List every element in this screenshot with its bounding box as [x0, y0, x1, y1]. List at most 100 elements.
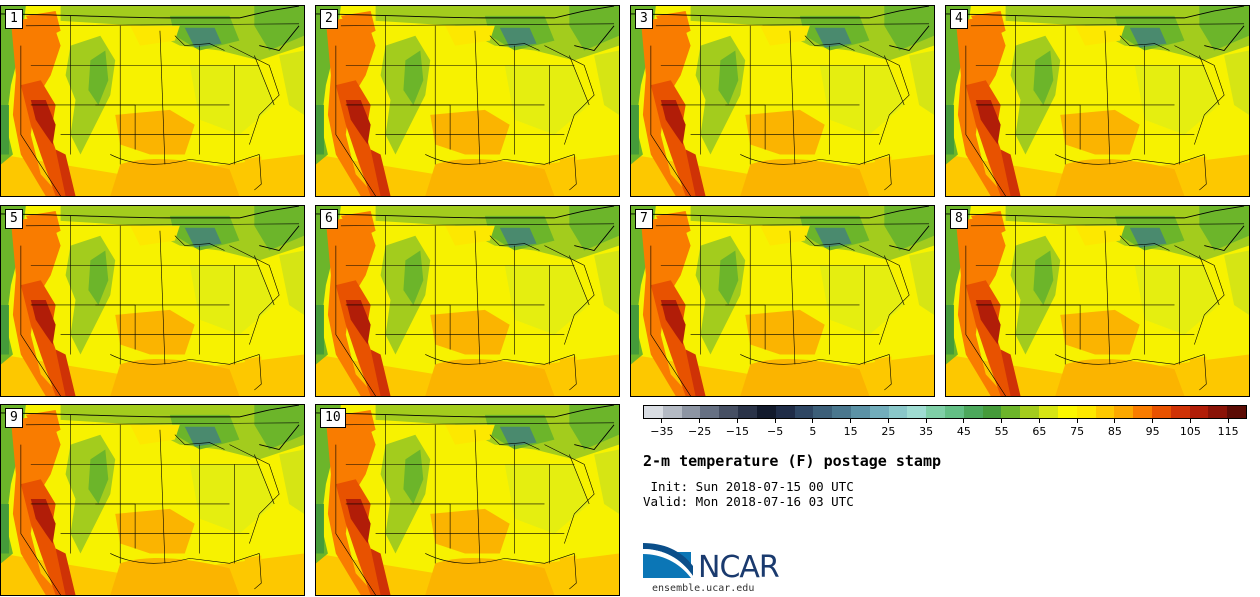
- colorbar-swatch: [1189, 406, 1209, 418]
- init-time: Init: Sun 2018-07-15 00 UTC: [643, 479, 854, 494]
- colorbar-swatch: [719, 406, 739, 418]
- colorbar-tick: [812, 419, 814, 423]
- colorbar-swatch: [850, 406, 870, 418]
- colorbar-swatch: [1227, 406, 1246, 418]
- temperature-map: [316, 405, 619, 595]
- colorbar-tick-label: 25: [881, 425, 896, 438]
- colorbar-tick-label: 85: [1107, 425, 1122, 438]
- colorbar-swatch: [1039, 406, 1058, 418]
- colorbar-tick-label: 65: [1032, 425, 1047, 438]
- colorbar-tick: [699, 419, 701, 423]
- colorbar-swatch: [1133, 406, 1152, 418]
- colorbar-tick: [736, 419, 738, 423]
- panel-label: 6: [320, 209, 338, 229]
- colorbar-swatch: [794, 406, 814, 418]
- colorbar: [643, 405, 1247, 419]
- colorbar-swatch: [888, 406, 908, 418]
- colorbar-swatch: [1208, 406, 1228, 418]
- colorbar-tick-label: −35: [650, 425, 674, 438]
- colorbar-tick: [1076, 419, 1078, 423]
- panel-label: 1: [5, 9, 23, 29]
- map-panel-2: 2: [315, 5, 620, 197]
- temperature-map: [631, 6, 934, 196]
- colorbar-swatch: [775, 406, 795, 418]
- valid-time: Valid: Mon 2018-07-16 03 UTC: [643, 494, 854, 509]
- colorbar-tick-label: 105: [1179, 425, 1201, 438]
- colorbar-ticks: −35 −25 −15 −5 5 15 25 35 45 55 65 75 85 95 105 115: [643, 419, 1247, 443]
- colorbar-tick-label: 45: [956, 425, 971, 438]
- colorbar-swatch: [1095, 406, 1115, 418]
- colorbar-tick-label: 15: [843, 425, 858, 438]
- colorbar-tick: [1189, 419, 1191, 423]
- colorbar-swatch: [1001, 406, 1021, 418]
- colorbar-swatch: [907, 406, 927, 418]
- colorbar-swatch: [700, 406, 720, 418]
- ncar-logo-icon: [643, 543, 693, 578]
- colorbar-swatch: [1151, 406, 1171, 418]
- plot-title: 2-m temperature (F) postage stamp: [643, 452, 942, 470]
- colorbar-tick: [1227, 419, 1229, 423]
- colorbar-swatch: [813, 406, 833, 418]
- panel-label: 3: [635, 9, 653, 29]
- temperature-map: [316, 6, 619, 196]
- temperature-map: [1, 206, 304, 396]
- panel-label: 5: [5, 209, 23, 229]
- colorbar-tick: [774, 419, 776, 423]
- colorbar-tick: [925, 419, 927, 423]
- map-panel-5: 5: [0, 205, 305, 397]
- colorbar-tick-label: −5: [767, 425, 784, 438]
- colorbar-swatch: [963, 406, 983, 418]
- colorbar-swatch: [1057, 406, 1077, 418]
- temperature-map: [1, 6, 304, 196]
- colorbar-tick-label: 55: [994, 425, 1009, 438]
- logo-url: ensemble.ucar.edu: [652, 583, 755, 594]
- colorbar-swatch: [982, 406, 1002, 418]
- colorbar-swatch: [832, 406, 851, 418]
- map-panel-10: 10: [315, 404, 620, 596]
- temperature-map: [1, 405, 304, 595]
- colorbar-tick: [850, 419, 852, 423]
- colorbar-swatch: [1114, 406, 1134, 418]
- colorbar-tick: [1152, 419, 1154, 423]
- temperature-map: [946, 6, 1249, 196]
- map-panel-8: 8: [945, 205, 1250, 397]
- temperature-map: [316, 206, 619, 396]
- colorbar-tick: [1001, 419, 1003, 423]
- colorbar-swatch: [1076, 406, 1096, 418]
- panel-label: 8: [950, 209, 968, 229]
- colorbar-swatch: [756, 406, 776, 418]
- temperature-map: [631, 206, 934, 396]
- colorbar-swatch: [926, 406, 945, 418]
- colorbar-swatch: [681, 406, 701, 418]
- colorbar-swatch: [662, 406, 682, 418]
- colorbar-tick-label: 35: [919, 425, 934, 438]
- colorbar-swatch: [738, 406, 757, 418]
- colorbar-tick: [661, 419, 663, 423]
- colorbar-tick: [1114, 419, 1116, 423]
- temperature-map: [946, 206, 1249, 396]
- colorbar-tick: [963, 419, 965, 423]
- colorbar-tick-label: −25: [688, 425, 712, 438]
- colorbar-swatch: [644, 406, 663, 418]
- panel-label: 7: [635, 209, 653, 229]
- logo-wordmark: NCAR: [698, 550, 780, 585]
- map-panel-4: 4: [945, 5, 1250, 197]
- map-panel-9: 9: [0, 404, 305, 596]
- panel-label: 9: [5, 408, 23, 428]
- map-panel-3: 3: [630, 5, 935, 197]
- map-panel-1: 1: [0, 5, 305, 197]
- map-panel-6: 6: [315, 205, 620, 397]
- colorbar-tick-label: 75: [1070, 425, 1085, 438]
- colorbar-swatch: [869, 406, 889, 418]
- colorbar-tick-label: −15: [725, 425, 749, 438]
- colorbar-swatch: [1020, 406, 1040, 418]
- colorbar-swatch: [1170, 406, 1190, 418]
- map-panel-7: 7: [630, 205, 935, 397]
- colorbar-tick-label: 95: [1145, 425, 1160, 438]
- colorbar-tick: [1038, 419, 1040, 423]
- colorbar-tick-label: 5: [809, 425, 817, 438]
- colorbar-tick: [887, 419, 889, 423]
- colorbar-swatch: [945, 406, 964, 418]
- panel-label: 10: [320, 408, 346, 428]
- panel-label: 4: [950, 9, 968, 29]
